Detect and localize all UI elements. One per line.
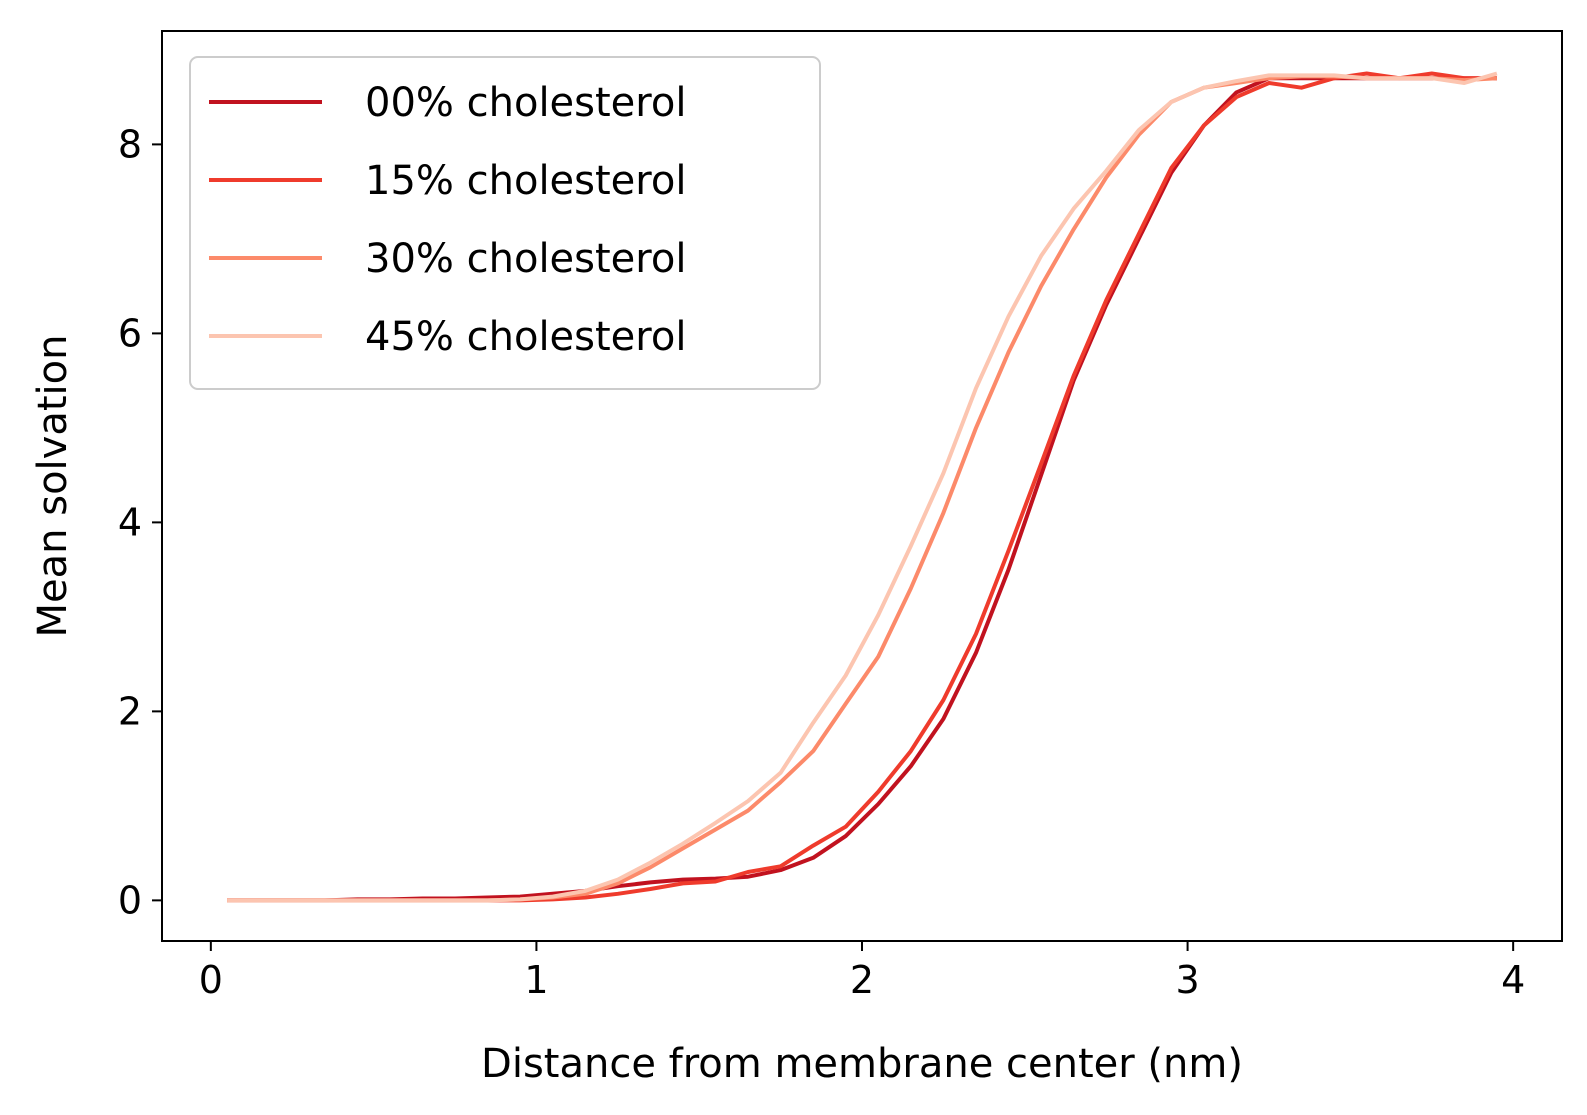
legend: 00% cholesterol 15% cholesterol 30% choles… xyxy=(189,56,821,390)
y-tick-label: 2 xyxy=(118,689,142,733)
x-tick-label: 0 xyxy=(199,958,223,1002)
legend-label: 30% cholesterol xyxy=(365,236,686,282)
y-tick-label: 8 xyxy=(118,122,142,166)
legend-label: 00% cholesterol xyxy=(365,80,686,126)
y-tick-label: 6 xyxy=(118,311,142,355)
x-tick-label: 1 xyxy=(524,958,548,1002)
y-axis: 0 2 4 6 8 xyxy=(118,122,162,922)
legend-label: 45% cholesterol xyxy=(365,314,686,360)
x-axis: 0 1 2 3 4 xyxy=(199,941,1525,1002)
x-axis-label: Distance from membrane center (nm) xyxy=(481,1041,1243,1087)
x-tick-label: 4 xyxy=(1501,958,1525,1002)
y-tick-label: 0 xyxy=(118,878,142,922)
series-line-3 xyxy=(227,71,1498,903)
x-tick-label: 3 xyxy=(1175,958,1199,1002)
y-axis-label: Mean solvation xyxy=(30,335,76,638)
y-tick-label: 4 xyxy=(118,500,142,544)
series-lines xyxy=(227,71,1498,903)
x-tick-label: 2 xyxy=(850,958,874,1002)
legend-box xyxy=(189,56,821,390)
legend-label: 15% cholesterol xyxy=(365,158,686,204)
